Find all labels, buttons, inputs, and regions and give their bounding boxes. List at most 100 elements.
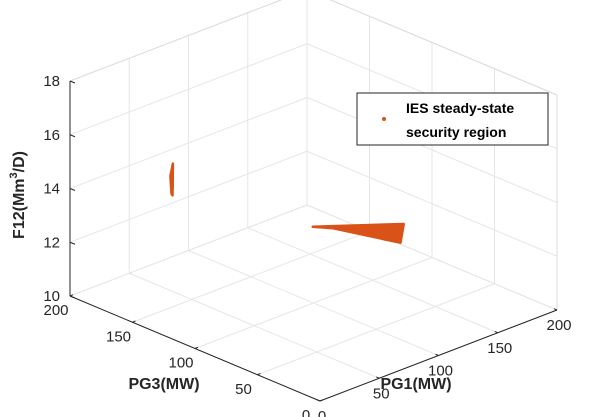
scatter-point xyxy=(373,227,376,230)
scatter-point xyxy=(171,166,174,170)
x-tick-mark xyxy=(435,353,439,356)
scatter-point xyxy=(359,231,363,235)
scatter-point xyxy=(335,224,339,228)
scatter-point xyxy=(364,227,367,230)
legend-box xyxy=(356,92,549,146)
scatter-point xyxy=(364,229,367,232)
scatter-point xyxy=(373,233,376,237)
scatter-point xyxy=(375,229,378,232)
grid-line xyxy=(69,97,308,189)
grid-lines xyxy=(69,0,558,402)
scatter-point xyxy=(390,227,394,230)
scatter-point xyxy=(366,224,370,228)
scatter-point xyxy=(370,231,374,235)
x-tick-mark xyxy=(494,330,498,334)
y-axis-ticks: 0 50 100 150 200 xyxy=(43,294,324,417)
scatter-point xyxy=(392,224,396,228)
scatter-point xyxy=(342,227,345,230)
scatter-point xyxy=(171,168,174,172)
scatter-point xyxy=(340,227,343,230)
scatter-point xyxy=(375,235,378,239)
scatter-point xyxy=(377,224,381,228)
z-axis-label-end: /D) xyxy=(11,151,28,172)
grid-line xyxy=(69,43,308,136)
scatter-point xyxy=(397,235,400,239)
legend-label-line1: IES steady-state xyxy=(406,100,514,116)
scatter-point xyxy=(384,227,387,230)
scatter-point xyxy=(368,231,372,235)
grid-line xyxy=(69,204,308,297)
scatter-point xyxy=(392,235,396,239)
x-tick-mark xyxy=(376,376,380,379)
x-tick-label: 100 xyxy=(428,363,453,380)
x-tick-label: 0 xyxy=(318,408,326,417)
scatter-point xyxy=(171,173,174,176)
z-tick-label: 16 xyxy=(43,127,60,144)
scatter-point xyxy=(397,227,400,230)
legend-label-line2: security region xyxy=(406,124,506,140)
scatter-point xyxy=(386,224,389,228)
scatter-point xyxy=(355,227,359,230)
scatter-point xyxy=(351,227,354,230)
scatter-point xyxy=(381,227,385,230)
scatter-point xyxy=(351,224,354,228)
scatter-point xyxy=(346,229,350,232)
scatter-point xyxy=(368,233,372,237)
scatter-point xyxy=(377,235,381,239)
scatter-point xyxy=(333,227,337,230)
scatter-point xyxy=(375,224,378,228)
scatter-point xyxy=(390,224,394,228)
scatter-point xyxy=(392,231,396,235)
grid-line xyxy=(194,257,433,349)
scatter-point xyxy=(366,229,370,232)
y-tick-label: 0 xyxy=(302,407,310,417)
y-tick-mark xyxy=(194,346,199,349)
scatter-point xyxy=(386,229,389,232)
scatter-point xyxy=(379,231,383,235)
scatter-point xyxy=(384,238,387,241)
scatter-point xyxy=(395,229,398,232)
scatter-point xyxy=(399,233,403,237)
scatter-point xyxy=(399,224,403,228)
scatter-point xyxy=(357,229,361,232)
scatter-point xyxy=(366,227,370,230)
y-tick-label: 50 xyxy=(235,381,252,398)
y-tick-mark xyxy=(132,320,136,323)
scatter-point xyxy=(397,224,400,228)
scatter-point xyxy=(342,224,345,228)
scatter-cluster xyxy=(169,162,175,197)
scatter-point xyxy=(375,227,378,230)
scatter-point xyxy=(388,235,392,239)
scatter-point xyxy=(395,233,398,237)
scatter-point xyxy=(359,227,363,230)
scatter-point xyxy=(395,227,398,230)
scatter-point xyxy=(335,227,339,230)
scatter-point xyxy=(366,231,370,235)
scatter-point xyxy=(395,231,398,235)
scatter-point xyxy=(381,233,385,237)
scatter-point xyxy=(388,231,392,235)
scatter-point xyxy=(392,238,396,241)
grid-line xyxy=(306,97,558,203)
scatter-point xyxy=(386,233,389,237)
scatter-point xyxy=(381,224,385,228)
x-tick-label: 150 xyxy=(487,340,512,357)
scatter-point xyxy=(357,231,361,235)
box-edges xyxy=(69,0,558,402)
scatter-point xyxy=(397,240,400,243)
z-axis-label: F12(Mm3/D) xyxy=(8,151,28,239)
scatter-point xyxy=(353,229,356,232)
scatter-point xyxy=(359,224,363,228)
scatter-point xyxy=(171,182,174,185)
scatter-point xyxy=(171,184,174,187)
z-tick-mark xyxy=(69,188,76,191)
x-tick-label: 200 xyxy=(546,317,571,334)
scatter-point xyxy=(370,227,374,230)
scatter-point xyxy=(348,229,352,232)
y-tick-label: 150 xyxy=(106,328,131,345)
scatter-point xyxy=(397,231,400,235)
z-tick-mark xyxy=(69,295,76,299)
z-tick-mark xyxy=(69,134,76,138)
scatter-point xyxy=(386,227,389,230)
scatter-point xyxy=(373,229,376,232)
